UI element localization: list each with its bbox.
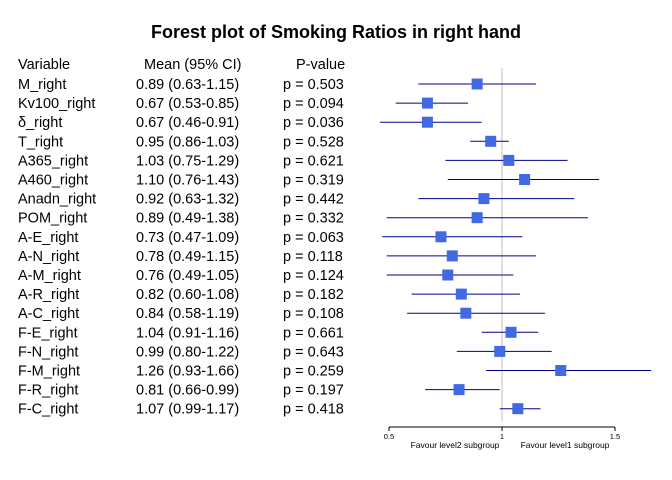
row-pvalue: p = 0.182 bbox=[283, 287, 344, 303]
row-mean-ci: 0.76 (0.49-1.05) bbox=[136, 268, 239, 284]
row-variable-label: A365_right bbox=[18, 153, 88, 169]
point-estimate-box bbox=[446, 250, 458, 262]
x-axis-tick-label: 0.5 bbox=[384, 432, 394, 441]
row-variable-label: F-M_right bbox=[18, 364, 80, 380]
row-pvalue: p = 0.319 bbox=[283, 173, 344, 189]
row-pvalue: p = 0.442 bbox=[283, 192, 344, 208]
plot-area bbox=[379, 68, 652, 421]
row-variable-label: A-E_right bbox=[18, 230, 78, 246]
point-estimate-box bbox=[435, 231, 447, 243]
row-variable-label: A-M_right bbox=[18, 268, 81, 284]
point-estimate-box bbox=[519, 174, 531, 185]
row-mean-ci: 0.89 (0.63-1.15) bbox=[136, 77, 239, 93]
point-estimate-box bbox=[460, 307, 472, 319]
row-mean-ci: 1.26 (0.93-1.66) bbox=[136, 364, 239, 380]
row-variable-label: A-R_right bbox=[18, 287, 79, 303]
row-mean-ci: 0.92 (0.63-1.32) bbox=[136, 192, 239, 208]
row-variable-label: δ_right bbox=[18, 115, 62, 131]
row-variable-label: A-N_right bbox=[18, 249, 79, 265]
row-mean-ci: 1.04 (0.91-1.16) bbox=[136, 325, 239, 341]
point-estimate-box bbox=[555, 365, 567, 376]
row-variable-label: A460_right bbox=[18, 173, 88, 189]
row-variable-label: T_right bbox=[18, 134, 63, 150]
row-pvalue: p = 0.661 bbox=[283, 325, 344, 341]
point-estimate-box bbox=[512, 403, 524, 415]
row-pvalue: p = 0.036 bbox=[283, 115, 344, 131]
row-pvalue: p = 0.332 bbox=[283, 211, 344, 227]
row-pvalue: p = 0.124 bbox=[283, 268, 344, 284]
favour-left-label: Favour level2 subgroup bbox=[411, 440, 500, 450]
x-axis-tick-label: 1 bbox=[500, 432, 504, 441]
row-variable-label: Anadn_right bbox=[18, 192, 96, 208]
row-variable-label: POM_right bbox=[18, 211, 87, 227]
row-mean-ci: 1.03 (0.75-1.29) bbox=[136, 153, 239, 169]
row-mean-ci: 0.82 (0.60-1.08) bbox=[136, 287, 239, 303]
point-estimate-box bbox=[421, 97, 433, 109]
column-header-mean-ci: Mean (95% CI) bbox=[144, 57, 242, 73]
x-axis-tick-label: 1.5 bbox=[610, 432, 620, 441]
row-variable-label: F-C_right bbox=[18, 402, 78, 418]
column-header-variable: Variable bbox=[18, 57, 70, 73]
table-rows: M_right 0.89 (0.63-1.15) p = 0.503 Kv100_ri… bbox=[18, 77, 344, 418]
row-mean-ci: 0.84 (0.58-1.19) bbox=[136, 306, 239, 322]
point-estimate-box bbox=[442, 269, 454, 281]
point-estimate-box bbox=[485, 135, 497, 147]
row-variable-label: A-C_right bbox=[18, 306, 79, 322]
row-pvalue: p = 0.503 bbox=[283, 77, 344, 93]
row-mean-ci: 0.89 (0.49-1.38) bbox=[136, 211, 239, 227]
row-pvalue: p = 0.108 bbox=[283, 306, 344, 322]
row-pvalue: p = 0.643 bbox=[283, 344, 344, 360]
row-pvalue: p = 0.118 bbox=[283, 249, 343, 265]
column-header-pvalue: P-value bbox=[296, 57, 345, 73]
row-mean-ci: 0.73 (0.47-1.09) bbox=[136, 230, 239, 246]
row-variable-label: Kv100_right bbox=[18, 96, 95, 112]
row-variable-label: F-N_right bbox=[18, 344, 78, 360]
point-estimate-box bbox=[453, 384, 465, 396]
row-mean-ci: 1.10 (0.76-1.43) bbox=[136, 173, 239, 189]
row-mean-ci: 0.95 (0.86-1.03) bbox=[136, 134, 239, 150]
point-estimate-box bbox=[455, 288, 467, 300]
point-estimate-box bbox=[471, 212, 483, 224]
row-variable-label: F-E_right bbox=[18, 325, 78, 341]
point-estimate-box bbox=[505, 326, 517, 338]
point-estimate-box bbox=[478, 193, 490, 205]
row-mean-ci: 0.81 (0.66-0.99) bbox=[136, 383, 239, 399]
point-estimate-box bbox=[503, 154, 515, 166]
row-pvalue: p = 0.259 bbox=[283, 364, 344, 380]
x-axis: 0.5 1 1.5 bbox=[384, 426, 620, 441]
row-pvalue: p = 0.197 bbox=[283, 383, 344, 399]
row-variable-label: M_right bbox=[18, 77, 66, 93]
row-mean-ci: 0.67 (0.53-0.85) bbox=[136, 96, 239, 112]
chart-title: Forest plot of Smoking Ratios in right h… bbox=[151, 22, 521, 42]
point-estimate-box bbox=[494, 345, 506, 357]
row-pvalue: p = 0.094 bbox=[283, 96, 344, 112]
row-pvalue: p = 0.063 bbox=[283, 230, 344, 246]
favour-right-label: Favour level1 subgroup bbox=[521, 440, 610, 450]
row-mean-ci: 0.67 (0.46-0.91) bbox=[136, 115, 239, 131]
row-pvalue: p = 0.621 bbox=[283, 153, 344, 169]
point-estimate-box bbox=[421, 116, 433, 128]
row-pvalue: p = 0.528 bbox=[283, 134, 344, 150]
row-mean-ci: 1.07 (0.99-1.17) bbox=[136, 402, 239, 418]
row-pvalue: p = 0.418 bbox=[283, 402, 344, 418]
row-mean-ci: 0.78 (0.49-1.15) bbox=[136, 249, 239, 265]
row-mean-ci: 0.99 (0.80-1.22) bbox=[136, 344, 239, 360]
row-variable-label: F-R_right bbox=[18, 383, 78, 399]
point-estimate-box bbox=[471, 78, 483, 90]
